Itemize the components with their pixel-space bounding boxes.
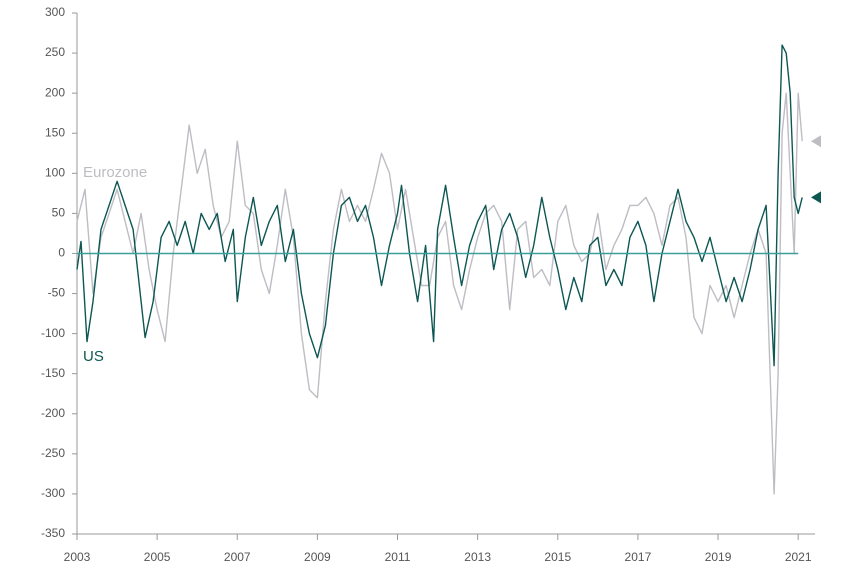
x-tick-label: 2015 <box>544 550 571 564</box>
x-tick-label: 2009 <box>304 550 331 564</box>
x-tick-label: 2017 <box>625 550 652 564</box>
x-tick-label: 2021 <box>785 550 812 564</box>
series-label: US <box>83 348 104 365</box>
y-tick-label: 150 <box>45 125 65 139</box>
y-tick-label: -300 <box>41 486 65 500</box>
x-tick-label: 2011 <box>385 550 411 564</box>
y-tick-label: -100 <box>41 326 65 340</box>
y-tick-label: -200 <box>41 406 65 420</box>
y-tick-label: 50 <box>52 206 66 220</box>
series-label: Eurozone <box>83 164 147 181</box>
end-marker <box>811 191 821 204</box>
series-line <box>76 92 803 495</box>
y-tick-label: -150 <box>41 366 65 380</box>
end-marker <box>811 135 821 148</box>
x-tick-label: 2019 <box>705 550 732 564</box>
y-tick-label: 250 <box>45 45 65 59</box>
x-tick-label: 2013 <box>464 550 491 564</box>
y-tick-label: 100 <box>45 165 65 179</box>
y-tick-label: -50 <box>48 286 66 300</box>
series-line <box>76 44 803 367</box>
y-tick-label: 200 <box>45 85 65 99</box>
y-tick-label: -350 <box>41 526 65 540</box>
y-tick-label: 0 <box>58 246 65 260</box>
y-tick-label: 300 <box>45 5 65 19</box>
y-tick-label: -250 <box>41 446 65 460</box>
x-tick-label: 2003 <box>64 550 91 564</box>
x-tick-label: 2005 <box>144 550 171 564</box>
x-tick-label: 2007 <box>224 550 251 564</box>
